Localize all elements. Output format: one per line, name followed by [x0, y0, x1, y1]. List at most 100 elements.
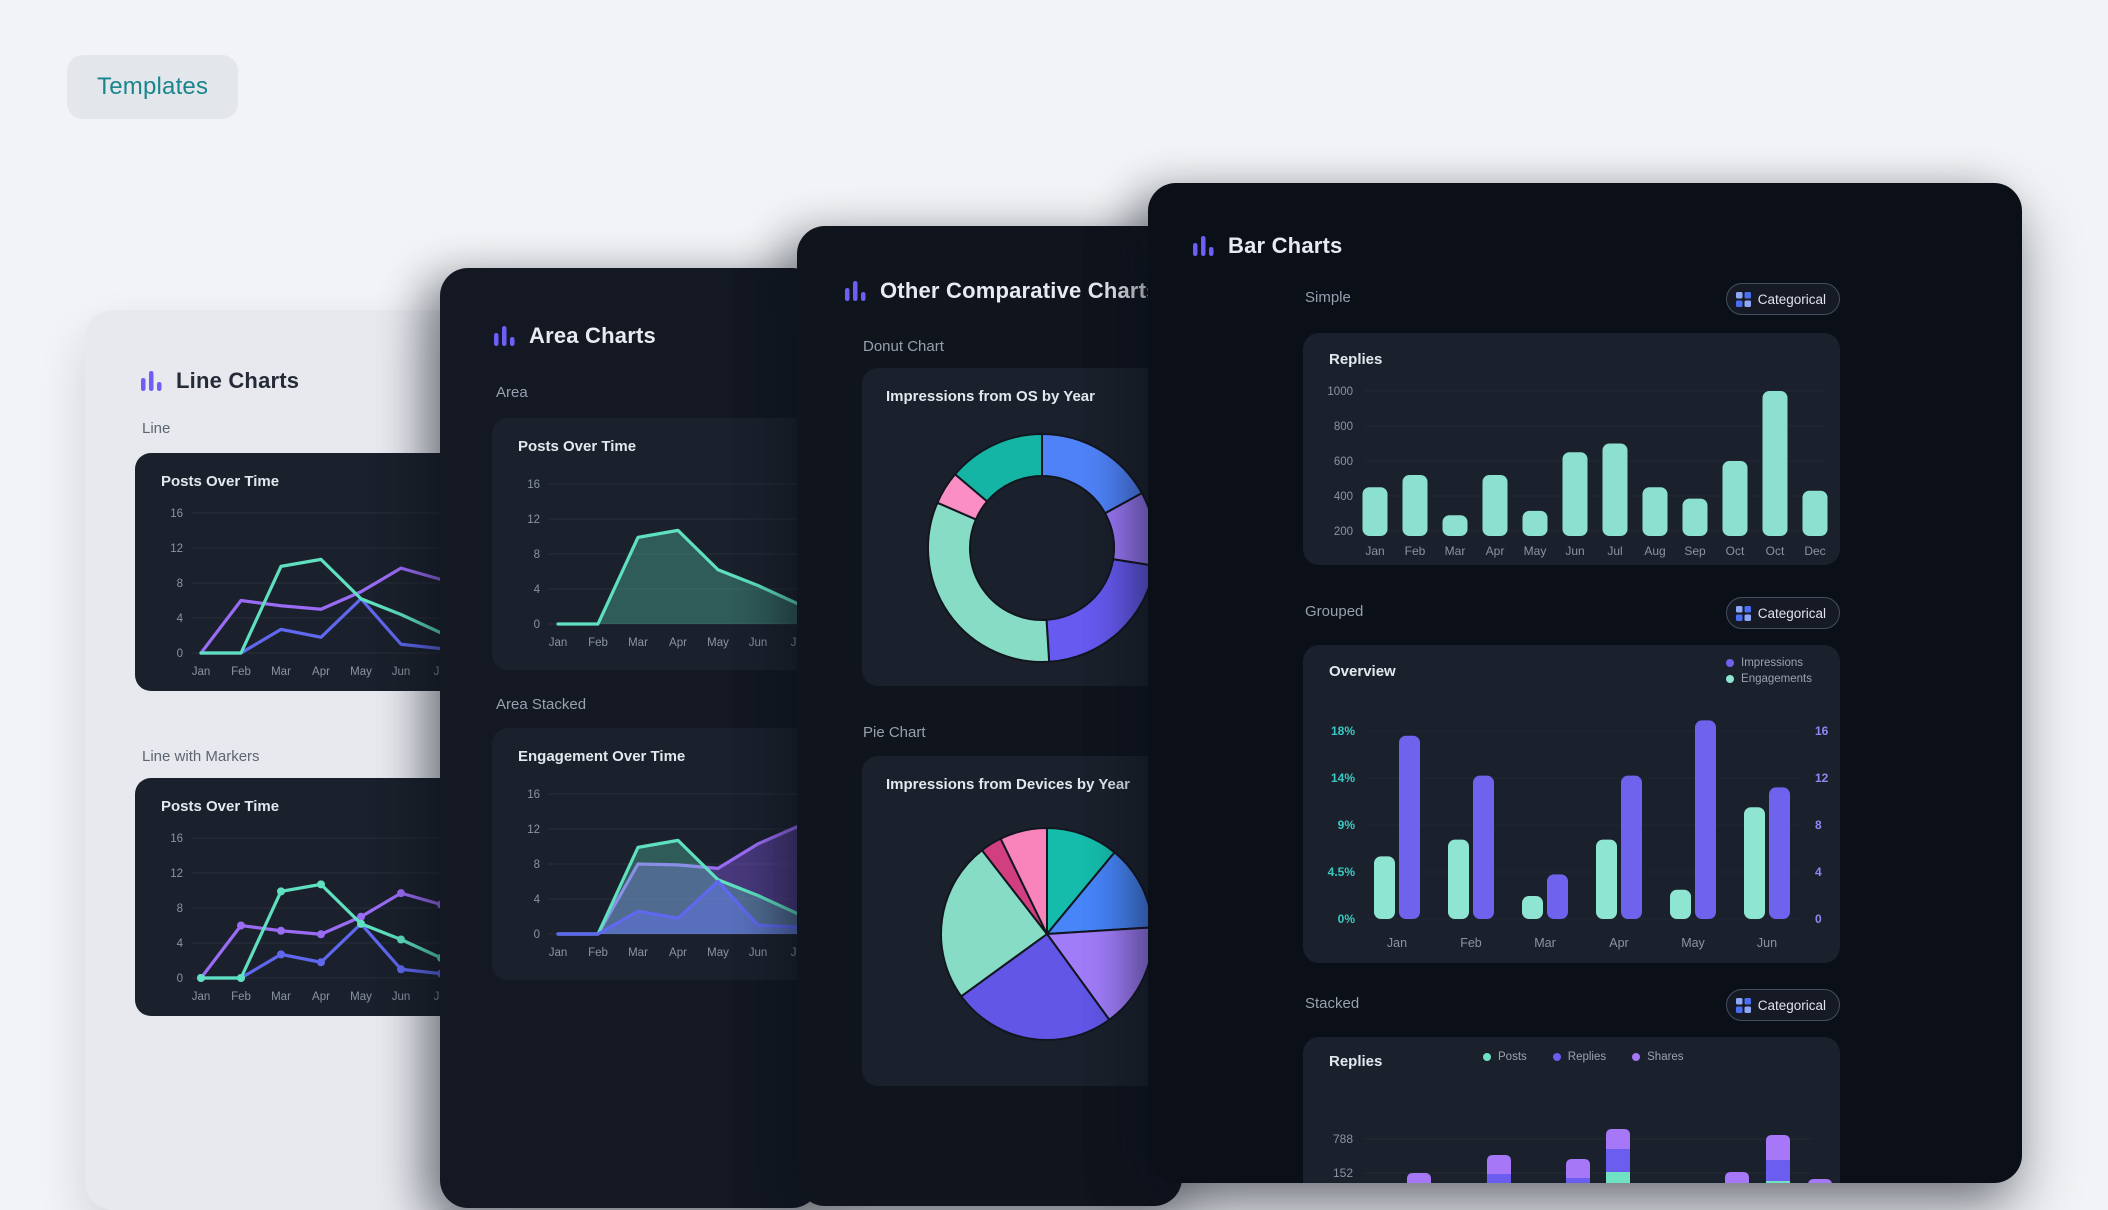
svg-text:4: 4 — [534, 584, 541, 596]
legend-label: Replies — [1567, 1051, 1607, 1063]
templates-button[interactable]: Templates — [67, 55, 239, 119]
svg-text:Feb: Feb — [588, 637, 608, 649]
panel-title: Impressions from OS by Year — [886, 388, 1095, 405]
svg-text:Mar: Mar — [1534, 936, 1556, 950]
panel-title: Impressions from Devices by Year — [886, 776, 1131, 793]
svg-text:May: May — [707, 947, 729, 959]
svg-text:Oct: Oct — [1726, 544, 1745, 558]
line-chart-panel[interactable]: Posts Over Time 16 12 8 4 0 Jan Feb Mar Apr May Ju… — [135, 453, 465, 691]
panel-title: Replies — [1329, 1053, 1383, 1070]
section-label-pie: Pie Chart — [863, 724, 926, 741]
section-label-line: Line — [142, 420, 171, 437]
svg-text:May: May — [350, 991, 372, 1003]
svg-text:Jun: Jun — [749, 947, 768, 959]
svg-text:788: 788 — [1333, 1132, 1353, 1146]
legend-item-replies: Replies — [1552, 1051, 1607, 1063]
svg-text:14%: 14% — [1331, 771, 1355, 785]
svg-text:Jan: Jan — [192, 991, 211, 1003]
svg-text:0%: 0% — [1338, 912, 1356, 926]
stacked-legend: Posts Replies Shares — [1483, 1051, 1684, 1063]
svg-text:16: 16 — [527, 479, 540, 491]
svg-text:12: 12 — [1815, 771, 1829, 785]
svg-text:9%: 9% — [1338, 818, 1356, 832]
svg-text:Jun: Jun — [749, 637, 768, 649]
pie-chart-panel[interactable]: Impressions from Devices by Year — [862, 756, 1182, 1086]
replies-dot-icon — [1552, 1053, 1561, 1061]
grouped-legend: Impressions Engagements — [1726, 657, 1812, 685]
bar-chart-icon — [1193, 236, 1214, 256]
svg-text:Jan: Jan — [1365, 544, 1384, 558]
bar-stacked-panel[interactable]: Replies Posts Replies Shares 788 152 — [1303, 1037, 1840, 1183]
svg-text:Feb: Feb — [231, 991, 251, 1003]
engagements-dot-icon — [1726, 675, 1735, 683]
svg-text:4: 4 — [1815, 865, 1822, 879]
other-charts-header: Other Comparative Charts — [845, 278, 1159, 304]
svg-text:400: 400 — [1334, 491, 1353, 503]
categorical-pill[interactable]: Categorical — [1725, 597, 1840, 629]
svg-text:0: 0 — [177, 648, 183, 660]
panel-title: Posts Over Time — [518, 438, 637, 455]
bar-simple-chart: 1000 800 600 400 200 Jan Feb Mar Apr May Jun Jul Aug… — [1303, 333, 1840, 568]
categorical-pill[interactable]: Categorical — [1725, 989, 1840, 1021]
svg-text:Mar: Mar — [1445, 544, 1466, 558]
svg-text:4: 4 — [177, 613, 184, 625]
bar-grouped-panel[interactable]: Overview Impressions Engagements 18% 16 14… — [1303, 645, 1840, 963]
svg-text:Apr: Apr — [669, 947, 687, 959]
posts-dot-icon — [1483, 1053, 1491, 1061]
panel-title: Posts Over Time — [161, 473, 280, 490]
legend-item-posts: Posts — [1483, 1051, 1527, 1063]
categorical-pill[interactable]: Categorical — [1725, 283, 1840, 315]
categorical-pill-label: Categorical — [1757, 605, 1826, 621]
bar-chart-icon — [494, 326, 515, 346]
card-line-charts: Line Charts Line Posts Over Time 16 12 8 4 0… — [85, 310, 465, 1210]
svg-text:8: 8 — [177, 903, 183, 915]
svg-text:May: May — [707, 637, 729, 649]
svg-text:Aug: Aug — [1644, 544, 1665, 558]
svg-text:Apr: Apr — [1486, 544, 1505, 558]
panel-title: Overview — [1329, 663, 1396, 680]
svg-text:800: 800 — [1334, 421, 1353, 433]
bar-simple-panel[interactable]: Replies 1000 800 600 400 200 Jan Feb Mar Apr May J… — [1303, 333, 1840, 565]
donut-chart-panel[interactable]: Impressions from OS by Year — [862, 368, 1182, 686]
area-charts-header: Area Charts — [494, 323, 656, 349]
svg-text:12: 12 — [527, 514, 540, 526]
svg-text:Feb: Feb — [588, 947, 608, 959]
svg-text:Jan: Jan — [549, 947, 568, 959]
card-bar-charts: Bar Charts Simple Categorical Replies 10… — [1148, 183, 2022, 1183]
svg-text:0: 0 — [534, 619, 540, 631]
section-label-line-markers: Line with Markers — [142, 748, 260, 765]
legend-label: Posts — [1498, 1051, 1527, 1063]
area-chart-panel[interactable]: Posts Over Time 16 12 8 4 0 Jan Feb Mar Apr May Ju… — [492, 418, 820, 670]
area-stacked-panel[interactable]: Engagement Over Time 16 12 8 4 0 Jan Feb Mar Apr… — [492, 728, 820, 980]
svg-text:Mar: Mar — [271, 991, 291, 1003]
bar-grouped-chart: 18% 16 14% 12 9% 8 4.5% 4 0% 0 Jan Feb Mar Apr May Jun — [1303, 645, 1840, 960]
svg-text:18%: 18% — [1331, 724, 1355, 738]
svg-text:Dec: Dec — [1804, 544, 1825, 558]
line-charts-header: Line Charts — [141, 368, 299, 394]
panel-title: Posts Over Time — [161, 798, 280, 815]
svg-text:Mar: Mar — [271, 666, 291, 678]
legend-label: Shares — [1647, 1051, 1684, 1063]
svg-text:Jun: Jun — [1757, 936, 1777, 950]
categorical-pill-label: Categorical — [1757, 291, 1826, 307]
svg-text:0: 0 — [1815, 912, 1822, 926]
legend-item-impressions: Impressions — [1726, 657, 1803, 669]
svg-text:Feb: Feb — [1460, 936, 1482, 950]
svg-text:0: 0 — [534, 929, 540, 941]
shares-dot-icon — [1632, 1053, 1641, 1061]
categorical-grid-icon — [1735, 605, 1751, 621]
svg-text:Jun: Jun — [392, 666, 411, 678]
categorical-pill-label: Categorical — [1757, 997, 1826, 1013]
card-title: Other Comparative Charts — [880, 278, 1159, 303]
donut-chart — [862, 368, 1182, 691]
section-label-area-stacked: Area Stacked — [496, 696, 587, 713]
bar-chart-icon — [141, 371, 162, 391]
svg-text:Jan: Jan — [549, 637, 568, 649]
bar-charts-header: Bar Charts — [1193, 233, 1342, 259]
line-markers-panel[interactable]: Posts Over Time 16 12 8 4 0 Jan Feb Mar Apr May Ju… — [135, 778, 465, 1016]
svg-text:Jun: Jun — [392, 991, 411, 1003]
panel-title: Replies — [1329, 351, 1383, 368]
svg-text:12: 12 — [170, 543, 183, 555]
svg-text:8: 8 — [177, 578, 183, 590]
bar-chart-icon — [845, 281, 866, 301]
